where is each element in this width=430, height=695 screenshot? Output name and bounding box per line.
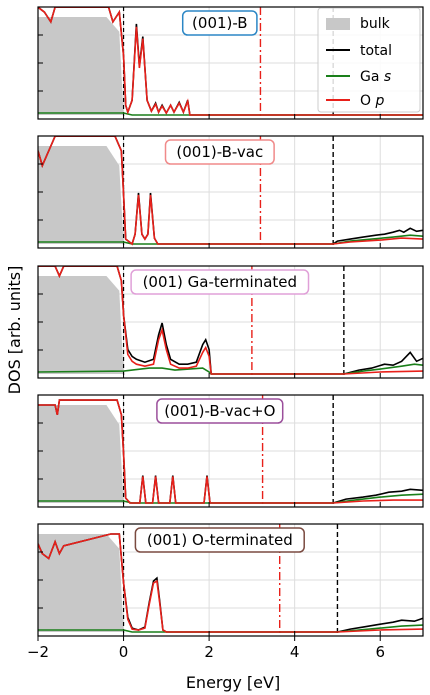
x-tick-label: 2 [204,643,214,661]
panel-plot-area [38,395,423,507]
series-o-p-line [38,7,423,116]
panel-title-text: (001)-B-vac+O [164,402,275,420]
panel-title: (001)-B-vac [164,139,275,165]
bulk-area [38,405,124,503]
series-o-p-line [38,266,423,375]
panel-title: (001) Ga-terminated [130,269,310,295]
y-axis-label: DOS [arb. units] [5,266,24,395]
panel-title-box [156,398,284,424]
x-tick-label: 4 [290,643,300,661]
x-axis: −2 0 2 4 6 [27,636,385,661]
panel-title-text: (001)-B [192,14,248,32]
series-ga-s-line [38,234,423,245]
x-tick-label: 0 [119,643,129,661]
legend-label-total: total [360,43,392,59]
x-tick-label: 6 [375,643,385,661]
series-o-p-line [38,399,423,504]
panel-title-text: (001) O-terminated [147,531,293,549]
panel-4: (001)-B-vac+O [37,394,424,508]
panel-title-box [130,269,310,295]
bulk-area [38,17,124,115]
panel-title: (001) O-terminated [134,527,305,553]
panel-3: (001) Ga-terminated [37,265,424,379]
panels-group: (001)-B (001)-B-vac (001) Ga-terminated (00… [37,6,424,637]
panel-plot-area [38,524,423,636]
panel-title-text: (001) Ga-terminated [143,273,297,291]
legend-swatch-bulk [326,18,350,30]
series-ga-s-line [38,363,423,375]
bulk-area [38,276,124,374]
bulk-area [38,534,124,632]
panel-title-box [164,139,275,165]
panel-title-box [181,10,258,36]
panel-title-box [134,527,305,553]
bulk-area [38,146,124,244]
x-tick-label: −2 [27,643,49,661]
legend-label-ga-s: Ga s [360,69,391,85]
panel-5: (001) O-terminated [37,523,424,637]
panel-title-text: (001)-B-vac [176,143,263,161]
legend-box [317,7,421,113]
panel-title: (001)-B-vac+O [156,398,284,424]
x-axis-label: Energy [eV] [186,673,280,692]
legend: bulk total Ga s O p [317,7,421,113]
series-o-p-line [38,533,423,633]
panel-title: (001)-B [181,10,258,36]
legend-label-bulk: bulk [360,16,391,32]
legend-label-o-p: O p [360,93,384,109]
panel-plot-area [38,136,423,248]
panel-2: (001)-B-vac [37,135,424,249]
panel-plot-area [38,266,423,378]
